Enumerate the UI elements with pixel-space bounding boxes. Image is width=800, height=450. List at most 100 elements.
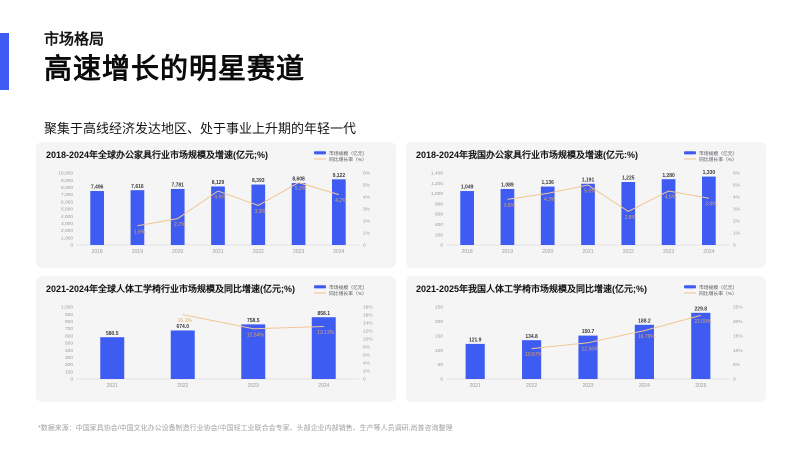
y-axis-tick-label: 1,200 [431, 181, 443, 187]
bar-value-label: 8,129 [212, 180, 225, 186]
y-axis-tick-label: 1,000 [431, 191, 443, 197]
bar-value-label: 7,496 [91, 185, 104, 191]
y2-axis-tick-label: 1% [363, 231, 371, 237]
y2-axis-tick-label: 0 [733, 377, 736, 383]
growth-point-label: 12.54% [247, 332, 265, 338]
y-axis-tick-label: 4,000 [61, 214, 73, 220]
x-axis-tick-label: 2021 [107, 383, 118, 389]
legend-line-swatch [314, 158, 326, 160]
bar-value-label: 8,608 [292, 177, 305, 183]
growth-point-label: 5.2% [295, 186, 307, 192]
legend-bar-swatch [684, 285, 696, 289]
bar [581, 183, 595, 245]
legend-bar-label: 市场规模（亿元） [329, 150, 367, 157]
y2-axis-tick-label: 6% [363, 353, 371, 359]
charts-grid: 2018-2024年全球办公家具行业市场规模及增速(亿元;%) 市场规模（亿元）… [36, 142, 766, 402]
bar-value-label: 1,136 [541, 180, 554, 186]
y2-axis-tick-label: 6% [363, 171, 371, 177]
bar-value-label: 1,225 [622, 176, 635, 182]
legend-bar-label: 市场规模（亿元） [699, 284, 737, 291]
bar [634, 324, 654, 379]
page-subtitle: 聚集于高线经济发达地区、处于事业上升期的年轻一代 [44, 121, 357, 136]
bar [100, 337, 125, 379]
legend-bar-swatch [314, 151, 326, 155]
y2-axis-tick-label: 14% [363, 321, 373, 327]
bar-value-label: 758.5 [247, 318, 260, 324]
y2-axis-tick-label: 18% [363, 305, 373, 311]
y-axis-tick-label: 7,000 [61, 192, 73, 198]
x-axis-tick-label: 2019 [502, 249, 513, 255]
x-axis-tick-label: 2022 [177, 383, 188, 389]
y-axis-tick-label: 1,000 [61, 235, 73, 241]
bar [332, 179, 346, 245]
y-axis-tick-label: 800 [65, 319, 73, 325]
x-axis-tick-label: 2025 [695, 383, 706, 389]
y2-axis-tick-label: 10% [733, 348, 743, 354]
chart-legend: 市场规模（亿元）同比增长率（%） [314, 150, 367, 162]
y-axis-tick-label: 400 [65, 348, 73, 354]
y2-axis-tick-label: 20% [733, 319, 743, 325]
x-axis-tick-label: 2023 [248, 383, 259, 389]
y2-axis-tick-label: 4% [733, 195, 741, 201]
x-axis-tick-label: 2020 [172, 249, 183, 255]
x-axis-tick-label: 2022 [526, 383, 537, 389]
y-axis-tick-label: 900 [65, 312, 73, 318]
y-axis-tick-label: 1,000 [61, 305, 73, 311]
bar [578, 335, 598, 379]
y-axis-tick-label: 250 [435, 305, 443, 311]
bar-value-label: 188.2 [638, 318, 651, 324]
legend-bar-label: 市场规模（亿元） [699, 150, 737, 157]
x-axis-tick-label: 2019 [132, 249, 143, 255]
y2-axis-tick-label: 12% [363, 329, 373, 335]
y-axis-tick-label: 8,000 [61, 185, 73, 191]
y-axis-tick-label: 800 [435, 201, 443, 207]
y2-axis-tick-label: 10% [363, 337, 373, 343]
y-axis-tick-label: 0 [440, 377, 443, 383]
bar-value-label: 858.1 [317, 311, 330, 317]
growth-line [137, 182, 340, 227]
growth-point-label: 16.79% [638, 334, 656, 340]
y2-axis-tick-label: 15% [733, 333, 743, 339]
y-axis-tick-label: 200 [435, 232, 443, 238]
y-axis-tick-label: 500 [65, 341, 73, 347]
bar-value-label: 1,330 [703, 170, 716, 176]
bar [170, 330, 195, 379]
x-axis-tick-label: 2024 [333, 249, 344, 255]
bar [522, 340, 542, 379]
legend-line-label: 同比增长率（%） [699, 290, 737, 296]
growth-line [507, 184, 709, 212]
bar-value-label: 9,122 [333, 173, 346, 179]
growth-line [531, 314, 701, 350]
growth-point-label: 3.9% [705, 202, 717, 208]
x-axis-tick-label: 2021 [212, 249, 223, 255]
y-axis-tick-label: 0 [440, 243, 443, 249]
chart-legend: 市场规模（亿元）同比增长率（%） [684, 284, 737, 296]
legend-line-label: 同比增长率（%） [329, 156, 367, 162]
legend-bar-swatch [314, 285, 326, 289]
page-title: 高速增长的明星赛道 [44, 53, 306, 84]
chart-title: 2018-2024年我国办公家具行业市场规模及增速(亿元:%) [416, 150, 639, 160]
y-axis-tick-label: 600 [65, 333, 73, 339]
x-axis-tick-label: 2024 [639, 383, 650, 389]
data-source-note: *数据来源：中国家具协会/中国文化办公设备制造行业协会/中国轻工业联合会专家、头… [38, 425, 453, 432]
bar-value-label: 7,781 [171, 183, 184, 189]
y-axis-tick-label: 5,000 [61, 207, 73, 213]
x-axis-tick-label: 2023 [293, 249, 304, 255]
y2-axis-tick-label: 0 [733, 243, 736, 249]
bar [170, 188, 185, 245]
chart-title: 2021-2025年我国人体工学椅市场规模及同比增速(亿元;%) [416, 284, 648, 294]
bar-value-label: 1,049 [461, 185, 474, 191]
y2-axis-tick-label: 2% [733, 219, 741, 225]
bar-value-label: 7,616 [131, 184, 144, 190]
y-axis-tick-label: 100 [65, 369, 73, 375]
legend-line-swatch [684, 292, 696, 294]
y2-axis-tick-label: 3% [363, 207, 371, 213]
bar [251, 184, 266, 245]
chart-title: 2018-2024年全球办公家具行业市场规模及增速(亿元;%) [46, 150, 269, 160]
y-axis-tick-label: 100 [435, 348, 443, 354]
y2-axis-tick-label: 1% [733, 231, 741, 237]
y2-axis-tick-label: 0 [363, 377, 366, 383]
x-axis-tick-label: 2021 [470, 383, 481, 389]
